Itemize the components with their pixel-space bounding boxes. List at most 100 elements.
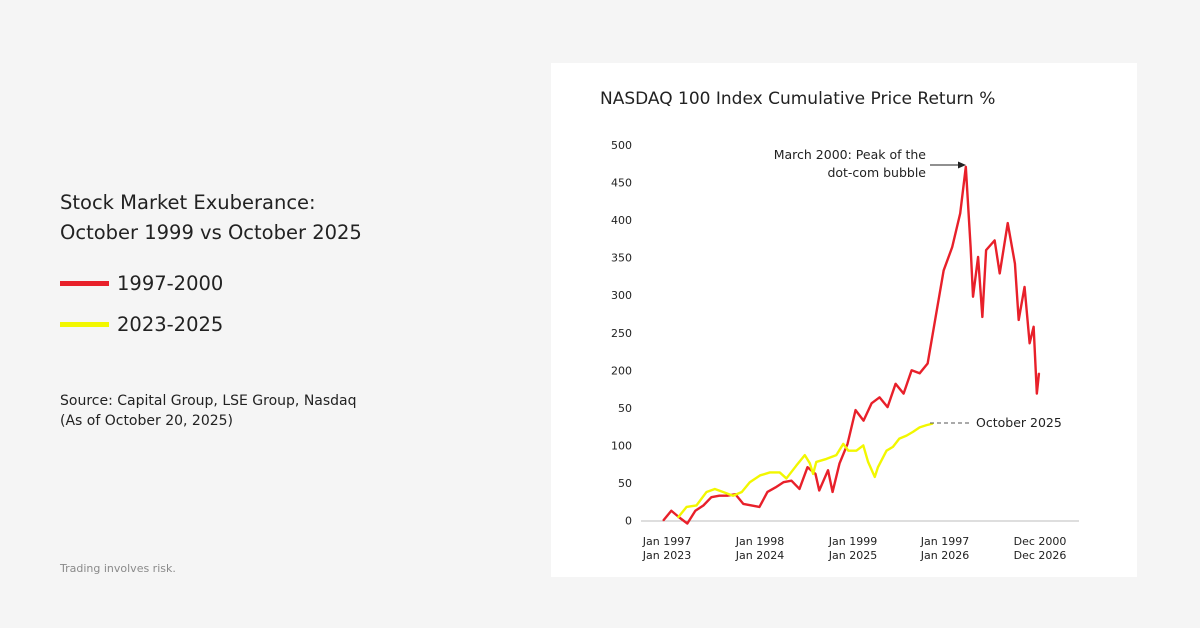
data-point [981, 316, 984, 318]
data-point [942, 269, 945, 272]
data-point [677, 516, 679, 519]
october-2025-label: October 2025 [976, 415, 1062, 430]
data-point [740, 491, 743, 493]
data-point [977, 256, 979, 258]
data-point [714, 488, 716, 490]
data-point [705, 491, 708, 493]
data-point [694, 509, 697, 512]
y-tick-label: 250 [611, 327, 632, 340]
y-tick-label: 0 [625, 515, 632, 528]
data-point [812, 473, 814, 475]
data-point [854, 409, 857, 411]
data-point [766, 491, 769, 493]
data-point [758, 506, 761, 508]
october-2025-annotation: October 2025 [930, 415, 1062, 430]
source-note: Source: Capital Group, LSE Group, Nasdaq… [60, 391, 357, 431]
y-tick-label: 50 [618, 402, 632, 415]
x-tick-label: Jan 1997 [642, 535, 691, 548]
y-tick-label: 500 [611, 139, 632, 152]
data-point [912, 431, 914, 433]
legend-label: 1997-2000 [117, 272, 224, 295]
data-point [809, 462, 811, 465]
data-point [925, 424, 928, 426]
data-point [898, 437, 901, 440]
data-point [795, 464, 798, 467]
data-point [878, 396, 881, 399]
data-point [1014, 262, 1016, 265]
y-tick-label: 100 [611, 439, 632, 452]
y-tick-label: 300 [611, 289, 632, 302]
y-tick-label: 400 [611, 214, 632, 227]
data-point [867, 461, 869, 463]
data-point [894, 383, 897, 385]
data-point [831, 491, 834, 493]
panel-title-line2: October 1999 vs October 2025 [60, 221, 362, 244]
data-point [1023, 286, 1026, 288]
series-line-1997-2000 [662, 165, 1041, 525]
data-point [959, 212, 962, 215]
source-line: Source: Capital Group, LSE Group, Nasdaq [60, 393, 357, 409]
data-point [790, 479, 793, 482]
data-point [710, 496, 713, 499]
data-point [814, 473, 817, 475]
data-point [778, 471, 781, 474]
data-point [702, 504, 705, 507]
data-point [1006, 222, 1009, 224]
arrow-head-icon [958, 161, 966, 169]
data-point [815, 461, 818, 463]
chart-card [551, 63, 1137, 577]
data-point [951, 246, 953, 248]
data-point [827, 469, 829, 471]
data-point [910, 369, 913, 372]
legend-item-2023-2025: 2023-2025 [60, 313, 223, 336]
data-point [993, 239, 996, 242]
panel-title-line1: Stock Market Exuberance: [60, 191, 316, 214]
data-point [902, 392, 905, 395]
data-point [985, 249, 987, 251]
data-point [870, 402, 873, 405]
data-point [732, 494, 734, 497]
data-point [742, 503, 745, 505]
panel-title: Stock Market Exuberance: October 1999 vs… [60, 188, 362, 248]
data-point [782, 481, 785, 483]
data-point [846, 443, 849, 445]
x-tick-label: Jan 2026 [920, 549, 969, 562]
data-point [862, 419, 865, 422]
legend-swatch-yellow [60, 322, 109, 327]
x-tick-label: Jan 1998 [735, 535, 784, 548]
data-point [873, 476, 876, 478]
data-point [818, 489, 821, 492]
data-point [769, 471, 771, 474]
data-point [877, 466, 879, 468]
x-tick-label: Dec 2026 [1014, 549, 1067, 562]
x-tick-label: Jan 1999 [828, 535, 877, 548]
data-point [750, 504, 753, 507]
data-point [749, 481, 751, 483]
data-point [774, 486, 777, 489]
x-tick-label: Jan 2024 [735, 549, 784, 562]
data-point [1036, 392, 1038, 395]
legend-label: 2023-2025 [117, 313, 224, 336]
peak-annotation-line2: dot-com bubble [827, 165, 926, 180]
y-tick-label: 450 [611, 177, 632, 190]
x-tick-label: Jan 2023 [642, 549, 691, 562]
data-point [918, 372, 921, 375]
data-point [998, 272, 1001, 275]
data-point [972, 295, 974, 298]
data-point [838, 462, 841, 465]
y-tick-label: 50 [618, 477, 632, 490]
y-axis: 0 50 100 50 200 250 300 350 400 450 500 [611, 139, 632, 528]
data-point [965, 165, 967, 168]
legend-item-1997-2000: 1997-2000 [60, 272, 223, 295]
peak-annotation: March 2000: Peak of the dot-com bubble [774, 147, 966, 180]
data-point [855, 449, 858, 452]
x-tick-label: Jan 1997 [920, 535, 969, 548]
data-point [685, 506, 688, 508]
data-point [1028, 342, 1031, 345]
data-point [862, 444, 865, 447]
data-point [718, 494, 721, 497]
data-point [835, 454, 838, 456]
y-tick-label: 200 [611, 364, 632, 377]
